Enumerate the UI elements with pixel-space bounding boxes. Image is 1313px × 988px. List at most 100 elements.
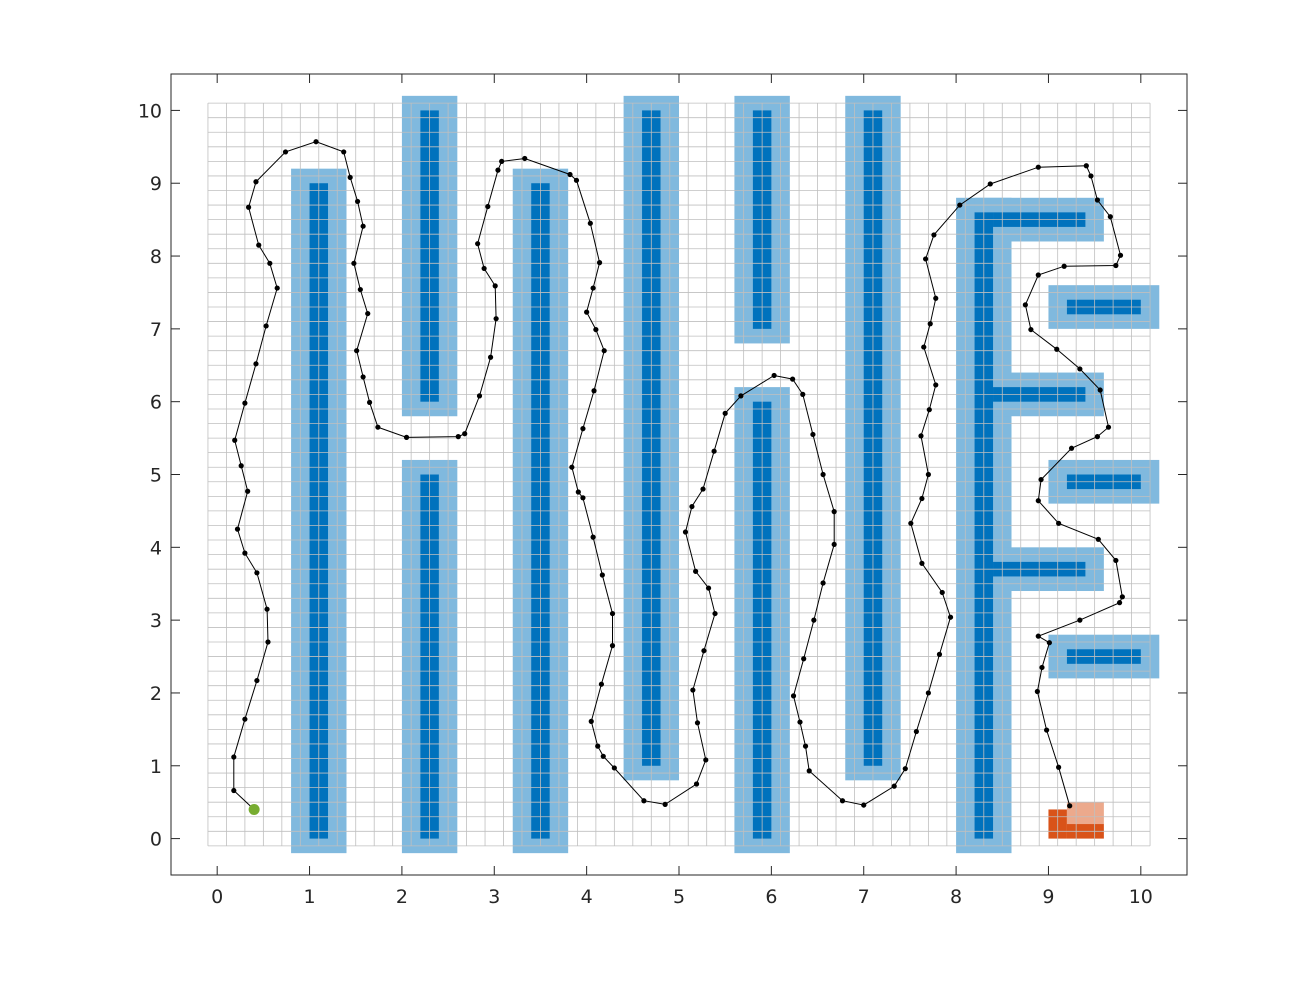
path-waypoint xyxy=(254,677,260,684)
path-waypoint xyxy=(1097,387,1103,393)
path-waypoint xyxy=(797,719,803,725)
path-waypoint xyxy=(987,181,993,187)
path-waypoint xyxy=(596,259,603,266)
path-waypoint xyxy=(820,580,826,586)
path-waypoint xyxy=(231,787,237,794)
path-waypoint xyxy=(265,639,271,645)
y-tick-label: 5 xyxy=(150,465,162,487)
path-waypoint xyxy=(282,149,289,155)
path-waypoint xyxy=(351,260,357,266)
x-tick-label: 5 xyxy=(673,886,685,908)
path-waypoint xyxy=(256,242,262,248)
path-waypoint xyxy=(902,766,908,772)
path-waypoint xyxy=(923,256,929,262)
path-waypoint xyxy=(475,241,481,247)
path-waypoint xyxy=(584,309,590,315)
path-waypoint xyxy=(587,220,593,226)
path-waypoint xyxy=(861,802,867,808)
path-waypoint xyxy=(806,768,812,774)
path-waypoint xyxy=(908,520,914,526)
path-waypoint xyxy=(801,656,807,662)
path-waypoint xyxy=(1107,214,1113,220)
path-waypoint xyxy=(492,283,498,289)
path-waypoint xyxy=(242,716,248,722)
path-waypoint xyxy=(462,431,468,437)
path-waypoint xyxy=(925,471,931,478)
path-waypoint xyxy=(771,372,777,379)
path-waypoint xyxy=(918,433,924,439)
y-tick-label: 10 xyxy=(138,100,162,122)
path-waypoint xyxy=(487,354,494,360)
path-waypoint xyxy=(811,617,817,623)
path-waypoint xyxy=(700,486,706,492)
path-waypoint xyxy=(931,232,937,238)
path-waypoint xyxy=(242,550,248,556)
path-waypoint xyxy=(1034,688,1040,695)
path-waypoint xyxy=(366,399,373,406)
path-waypoint xyxy=(891,783,897,789)
path-waypoint xyxy=(253,179,259,185)
path-waypoint xyxy=(493,316,499,322)
path-waypoint xyxy=(455,434,461,440)
path-waypoint xyxy=(254,570,260,576)
path-waypoint xyxy=(1056,520,1062,526)
start-marker-layer xyxy=(248,803,260,815)
path-waypoint xyxy=(238,463,244,469)
path-waypoint xyxy=(234,526,241,532)
path-waypoint xyxy=(1035,272,1041,278)
path-waypoint xyxy=(588,718,594,724)
path-waypoint xyxy=(595,743,601,749)
path-waypoint xyxy=(1116,600,1123,606)
path-waypoint xyxy=(1077,366,1083,372)
path-waypoint xyxy=(1077,617,1083,623)
path-waypoint xyxy=(722,410,728,416)
path-waypoint xyxy=(1046,640,1052,646)
path-waypoint xyxy=(1095,536,1101,542)
path-waypoint xyxy=(933,382,939,388)
path-waypoint xyxy=(933,295,939,301)
path-waypoint xyxy=(927,321,933,327)
path-waypoint xyxy=(810,431,816,438)
path-waypoint xyxy=(738,393,744,399)
y-tick-label: 7 xyxy=(150,319,162,341)
path-waypoint xyxy=(820,471,826,478)
start-marker xyxy=(248,803,260,815)
path-waypoint xyxy=(1035,164,1041,170)
planned-path xyxy=(231,139,1125,813)
path-waypoint xyxy=(580,495,586,501)
path-waypoint xyxy=(693,781,700,787)
path-waypoint xyxy=(476,393,483,399)
path-waypoint xyxy=(593,326,599,333)
path-waypoint xyxy=(354,348,360,354)
x-tick-label: 8 xyxy=(950,886,962,908)
y-tick-label: 6 xyxy=(150,392,162,414)
path-waypoint xyxy=(802,743,809,749)
path-waypoint xyxy=(662,801,668,807)
path-waypoint xyxy=(957,202,963,208)
path-waypoint xyxy=(495,167,501,173)
path-waypoint xyxy=(1035,498,1041,504)
path-waypoint xyxy=(919,560,925,566)
path-waypoint xyxy=(1028,326,1034,333)
path-waypoint xyxy=(573,177,580,183)
path-waypoint xyxy=(641,798,647,804)
path-waypoint xyxy=(264,606,270,612)
path-waypoint xyxy=(481,265,487,272)
path-waypoint xyxy=(253,361,259,367)
path-waypoint xyxy=(231,754,237,760)
path-waypoint xyxy=(1039,664,1045,671)
path-waypoint xyxy=(357,286,363,293)
path-waypoint xyxy=(1054,346,1060,352)
path-waypoint xyxy=(831,541,837,548)
path-waypoint xyxy=(925,690,931,696)
path-waypoint xyxy=(365,310,371,317)
path-waypoint xyxy=(485,203,491,210)
y-tick-label: 1 xyxy=(150,756,162,778)
path-waypoint xyxy=(1038,476,1044,483)
path-waypoint xyxy=(1022,302,1028,308)
path-waypoint xyxy=(926,407,932,413)
path-waypoint xyxy=(711,448,717,454)
path-waypoint xyxy=(689,503,695,510)
